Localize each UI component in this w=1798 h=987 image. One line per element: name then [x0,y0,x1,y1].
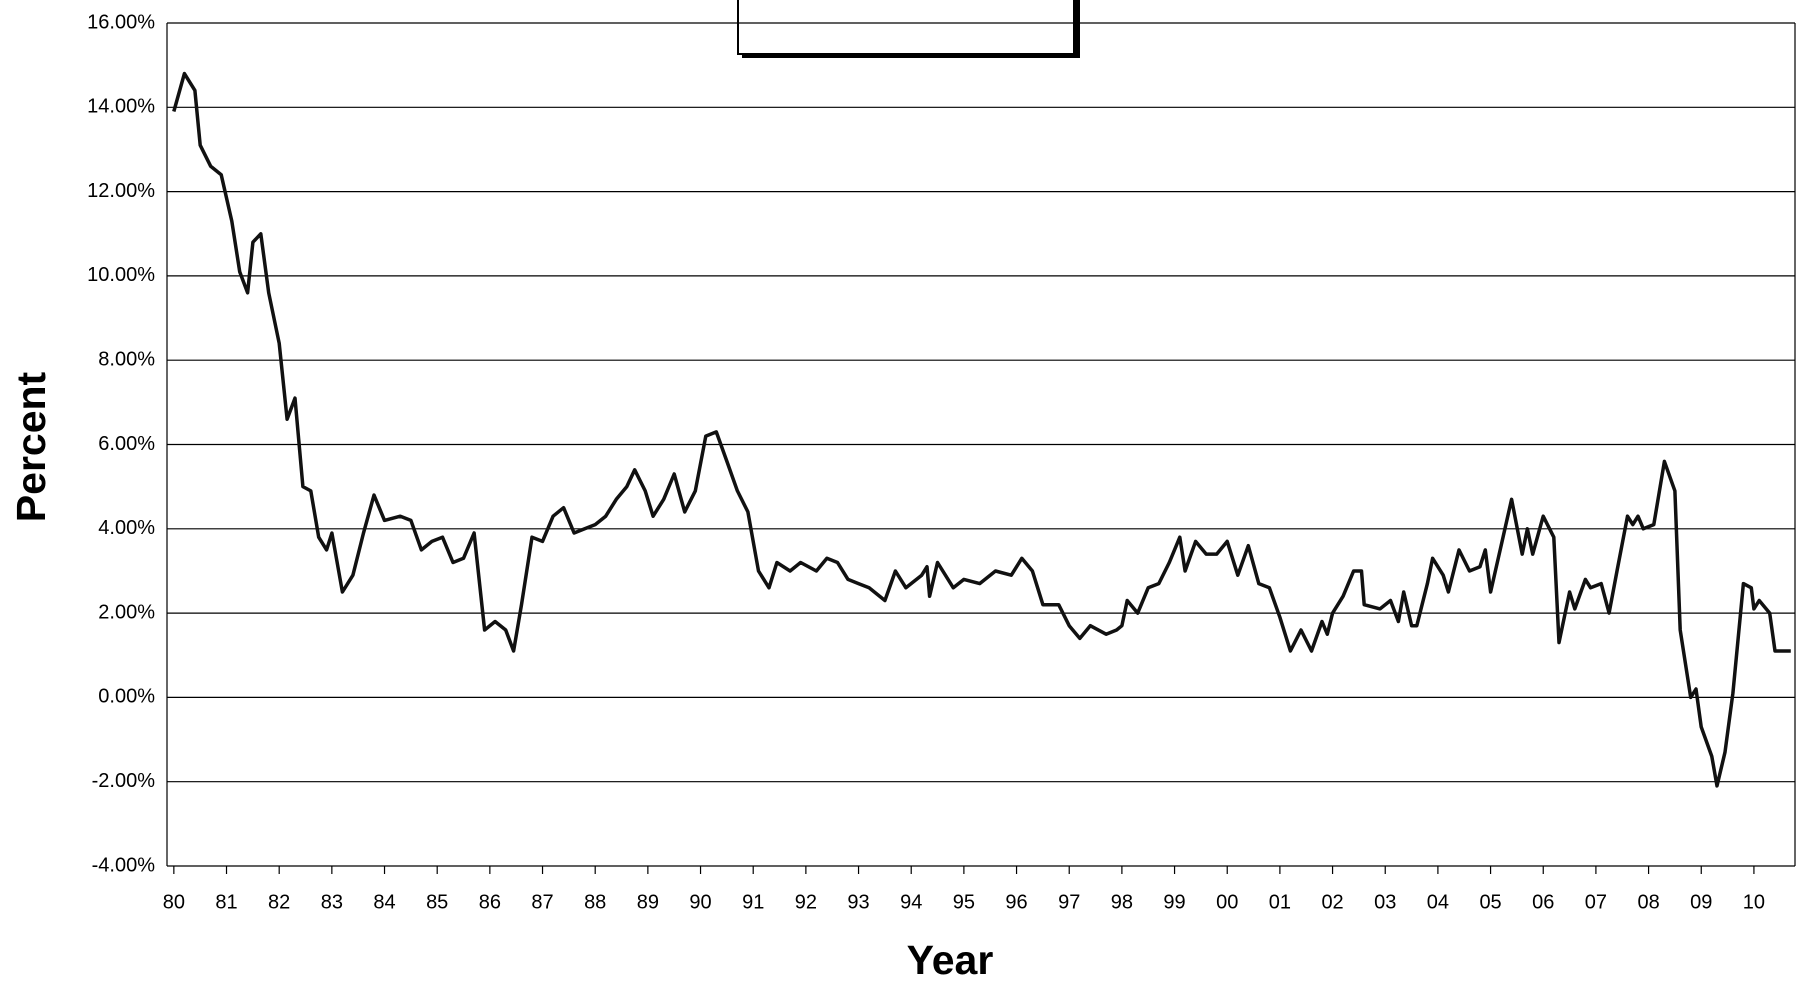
x-tick-label: 07 [1585,891,1607,913]
y-axis-title: Percent [8,371,54,522]
x-tick-label: 04 [1427,891,1449,913]
title-box [737,0,1075,55]
x-tick-label: 10 [1743,891,1765,913]
y-tick-label: 0.00% [98,686,155,708]
x-tick-label: 99 [1163,891,1185,913]
x-tick-label: 89 [637,891,659,913]
x-tick-label: 05 [1479,891,1501,913]
y-tick-label: 14.00% [87,96,155,118]
x-tick-label: 06 [1532,891,1554,913]
x-tick-label: 98 [1111,891,1133,913]
x-tick-label: 94 [900,891,922,913]
x-tick-label: 85 [426,891,448,913]
x-tick-label: 95 [953,891,975,913]
x-tick-label: 82 [268,891,290,913]
x-tick-label: 01 [1269,891,1291,913]
x-tick-label: 09 [1690,891,1712,913]
x-tick-label: 83 [321,891,343,913]
x-tick-label: 86 [479,891,501,913]
y-tick-label: 12.00% [87,180,155,202]
x-tick-label: 00 [1216,891,1238,913]
y-tick-label: 2.00% [98,601,155,623]
y-tick-label: -2.00% [92,770,156,792]
x-tick-label: 80 [163,891,185,913]
x-tick-label: 97 [1058,891,1080,913]
y-tick-label: 10.00% [87,264,155,286]
x-tick-label: 91 [742,891,764,913]
y-tick-label: 16.00% [87,11,155,33]
y-tick-label: 8.00% [98,348,155,370]
x-tick-label: 88 [584,891,606,913]
y-tick-label: 4.00% [98,517,155,539]
x-tick-label: 81 [215,891,237,913]
x-tick-label: 92 [795,891,817,913]
x-tick-label: 96 [1005,891,1027,913]
x-tick-label: 08 [1637,891,1659,913]
data-line [172,71,1791,788]
y-tick-label: -4.00% [92,854,156,876]
x-tick-label: 87 [531,891,553,913]
x-axis-title: Year [907,937,994,983]
x-tick-label: 84 [373,891,395,913]
x-tick-label: 90 [689,891,711,913]
x-tick-label: 93 [847,891,869,913]
y-tick-label: 6.00% [98,433,155,455]
x-tick-label: 03 [1374,891,1396,913]
x-tick-label: 02 [1321,891,1343,913]
